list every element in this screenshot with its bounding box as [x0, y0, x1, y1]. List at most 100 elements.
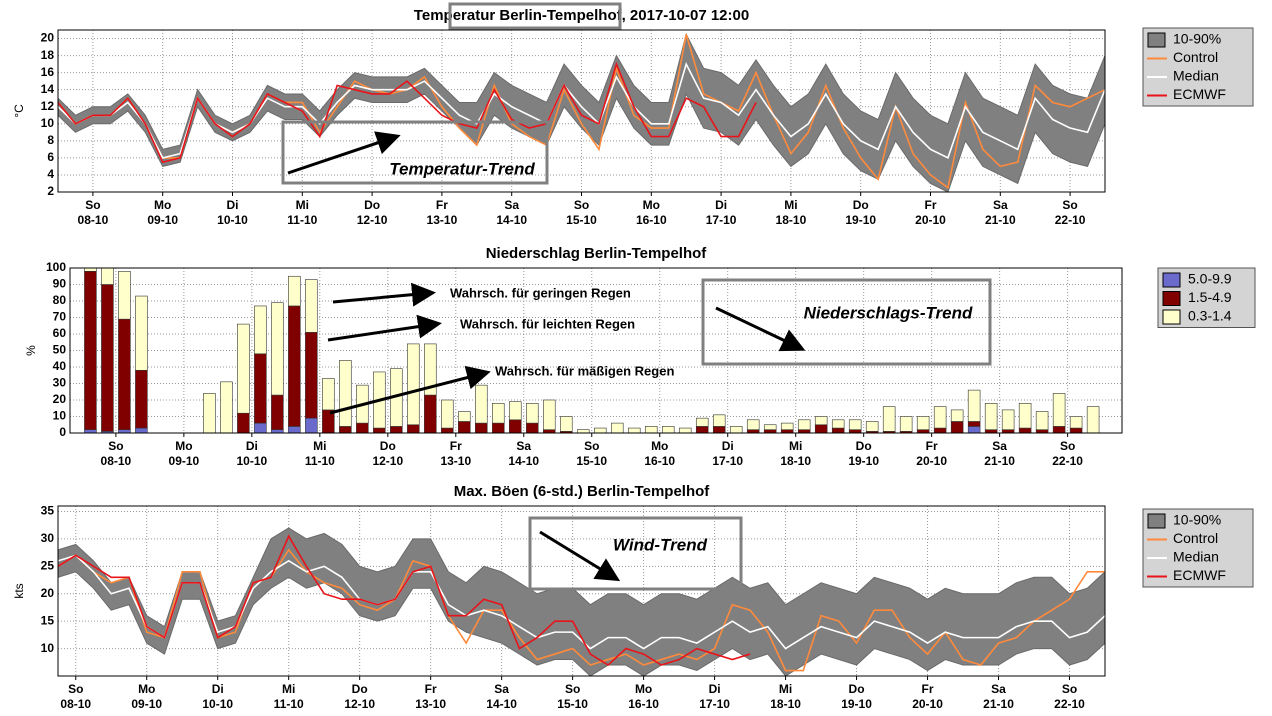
- bar-segment: [1069, 427, 1083, 434]
- x-tick-label: Mo: [175, 439, 192, 453]
- bar-segment: [797, 419, 811, 430]
- x-tick-label: 11-10: [305, 454, 335, 468]
- x-tick-label: So: [68, 682, 83, 696]
- y-tick-label: 4: [47, 167, 54, 181]
- bar-segment: [118, 270, 131, 320]
- y-tick-label: 40: [53, 359, 67, 373]
- bar-segment: [254, 353, 267, 424]
- y-tick-label: 100: [46, 260, 66, 274]
- bar-segment: [407, 343, 420, 426]
- x-tick-label: 20-10: [916, 454, 947, 468]
- x-tick-label: 14-10: [508, 454, 539, 468]
- bar-segment: [1001, 409, 1015, 430]
- bar-segment: [967, 421, 981, 427]
- x-tick-label: 21-10: [984, 454, 1015, 468]
- x-tick-label: 22-10: [1054, 697, 1085, 711]
- x-tick-label: Mo: [651, 439, 668, 453]
- x-tick-label: 10-10: [217, 213, 248, 227]
- trend-box: [281, 120, 549, 185]
- bar-segment: [610, 422, 624, 434]
- y-tick-label: 16: [41, 65, 55, 79]
- y-tick-label: 20: [53, 392, 67, 406]
- bar-segment: [356, 422, 369, 434]
- bar-segment: [441, 399, 454, 429]
- legend-label: 10-90%: [1173, 512, 1221, 528]
- x-tick-label: Mo: [154, 198, 171, 212]
- x-tick-label: Sa: [516, 439, 531, 453]
- y-tick-label: 2: [47, 184, 54, 198]
- bar-segment: [101, 284, 114, 432]
- bar-segment: [1086, 406, 1100, 434]
- legend-label: ECMWF: [1173, 567, 1226, 583]
- x-tick-label: 19-10: [848, 454, 879, 468]
- bar-segment: [424, 394, 437, 434]
- x-tick-label: 08-10: [78, 213, 109, 227]
- x-tick-label: 21-10: [983, 697, 1014, 711]
- bar-segment: [509, 419, 522, 434]
- bar-segment: [203, 393, 216, 434]
- y-tick-label: 30: [53, 376, 67, 390]
- bar-segment: [967, 426, 981, 434]
- bar-segment: [712, 414, 726, 427]
- bar-segment: [135, 295, 148, 371]
- x-tick-label: 15-10: [576, 454, 607, 468]
- legend-swatch: [1147, 32, 1166, 48]
- x-tick-label: 16-10: [636, 213, 667, 227]
- bar-segment: [254, 422, 267, 434]
- arrow: [287, 131, 401, 175]
- y-tick-label: 25: [41, 558, 55, 572]
- bar-segment: [560, 416, 573, 432]
- legend-swatch: [1147, 513, 1166, 529]
- bar-segment: [916, 416, 930, 430]
- y-tick-label: 70: [53, 310, 67, 324]
- x-tick-label: Sa: [992, 439, 1007, 453]
- legend-label: Control: [1173, 530, 1218, 546]
- y-tick-label: 35: [41, 504, 55, 518]
- bar-segment: [305, 417, 318, 434]
- x-tick-label: 08-10: [101, 454, 132, 468]
- bar-segment: [729, 426, 743, 434]
- x-tick-label: Mo: [643, 198, 660, 212]
- legend-label: Control: [1173, 49, 1218, 65]
- legend-label: Median: [1173, 549, 1219, 565]
- bar-segment: [831, 427, 845, 434]
- legend: 10-90% Control Median ECMWF: [1142, 27, 1254, 107]
- bar-segment: [695, 417, 709, 427]
- bar-segment: [644, 426, 658, 434]
- legend-swatch: [1162, 309, 1181, 325]
- arrow: [329, 365, 491, 415]
- x-tick-label: Fr: [450, 439, 462, 453]
- x-tick-label: 18-10: [770, 697, 801, 711]
- annotation: Wahrsch. für geringen Regen: [450, 285, 631, 300]
- x-tick-label: 10-10: [236, 454, 267, 468]
- x-tick-label: 10-10: [202, 697, 233, 711]
- x-tick-label: So: [108, 439, 123, 453]
- y-tick-label: 30: [41, 531, 55, 545]
- x-tick-label: Sa: [991, 682, 1006, 696]
- bar-segment: [84, 270, 97, 430]
- bar-segment: [373, 427, 386, 434]
- x-tick-label: 16-10: [628, 697, 659, 711]
- x-tick-label: 12-10: [357, 213, 388, 227]
- bar-segment: [492, 402, 505, 424]
- y-tick-label: 12: [41, 99, 55, 113]
- legend: 10-90% Control Median ECMWF: [1142, 508, 1254, 588]
- arrow: [332, 282, 436, 307]
- x-tick-label: Do: [380, 439, 396, 453]
- x-tick-label: 09-10: [147, 213, 178, 227]
- x-tick-label: Mo: [138, 682, 155, 696]
- bar-segment: [271, 302, 284, 396]
- bar-segment: [254, 305, 267, 355]
- bar-segment: [288, 275, 301, 307]
- legend-swatch: [1162, 291, 1181, 306]
- legend-label: Median: [1173, 68, 1219, 84]
- bar-segment: [135, 369, 148, 429]
- chart-title: Temperatur Berlin-Tempelhof, 2017-10-07 …: [414, 7, 749, 24]
- bar-segment: [118, 318, 131, 430]
- x-tick-label: Di: [212, 682, 224, 696]
- y-tick-label: 8: [47, 133, 54, 147]
- x-tick-label: So: [1062, 198, 1077, 212]
- bar-segment: [509, 401, 522, 421]
- x-tick-label: 18-10: [780, 454, 811, 468]
- y-tick-label: 10: [41, 116, 55, 130]
